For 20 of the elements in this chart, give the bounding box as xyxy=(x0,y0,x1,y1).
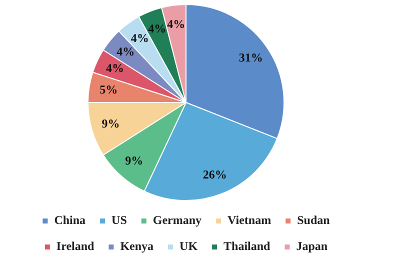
legend-label: Ireland xyxy=(56,239,95,254)
data-label: 31% xyxy=(238,50,263,65)
data-label: 9% xyxy=(125,153,144,168)
legend-label: Sudan xyxy=(297,213,330,228)
legend-label: China xyxy=(54,213,86,228)
data-label: 4% xyxy=(106,61,124,76)
legend-label: Japan xyxy=(296,239,328,254)
data-label: 26% xyxy=(202,167,227,182)
legend-label: Thailand xyxy=(224,239,271,254)
data-label: 4% xyxy=(148,22,166,36)
legend-label: Germany xyxy=(152,213,202,228)
legend-label: Kenya xyxy=(120,239,154,254)
legend-label: UK xyxy=(180,239,198,254)
data-label: 4% xyxy=(116,44,135,59)
data-label: 4% xyxy=(130,31,149,46)
data-label: 9% xyxy=(102,116,120,130)
legend-label: US xyxy=(112,213,128,228)
data-label: 5% xyxy=(100,82,118,96)
legend-label: Vietnam xyxy=(228,213,272,228)
data-label: 4% xyxy=(167,16,186,31)
